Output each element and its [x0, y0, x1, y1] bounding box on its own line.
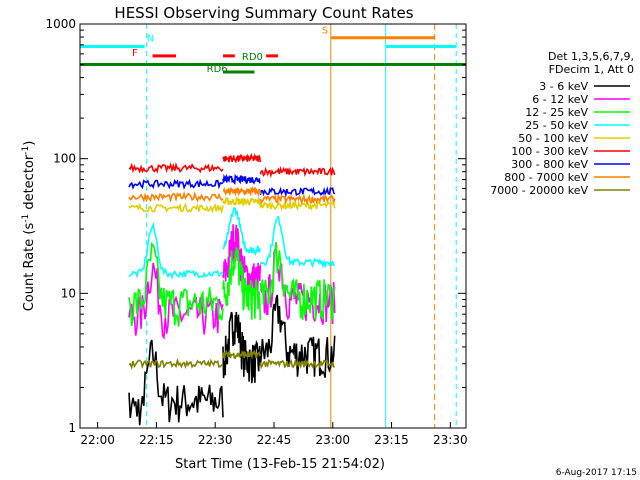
- flag-label-3: RD6: [207, 64, 228, 75]
- legend-label-1: 6 - 12 keV: [532, 93, 588, 106]
- y-axis-label: Count Rate (s-1 detector-1): [21, 141, 37, 312]
- series-line-5: [128, 152, 336, 179]
- x-tick-label-0: 22:00: [80, 433, 115, 447]
- series-line-4: [128, 195, 336, 215]
- series-line-3: [128, 206, 336, 280]
- x-tick-label-6: 23:30: [433, 433, 468, 447]
- legend-label-4: 50 - 100 keV: [518, 132, 588, 145]
- legend-header-1: FDecim 1, Att 0: [549, 63, 634, 76]
- flag-label-2: RD0: [242, 52, 263, 63]
- legend-label-8: 7000 - 20000 keV: [490, 184, 588, 197]
- legend-header-0: Det 1,3,5,6,7,9,: [548, 50, 634, 63]
- y-tick-label-2: 100: [53, 152, 76, 166]
- x-tick-label-4: 23:00: [315, 433, 350, 447]
- series-line-7: [128, 185, 336, 205]
- series-line-2: [128, 241, 336, 327]
- legend-label-2: 12 - 25 keV: [525, 106, 588, 119]
- series-line-0: [128, 294, 336, 426]
- plot-frame: [79, 23, 467, 429]
- x-tick-label-2: 22:30: [198, 433, 233, 447]
- legend-label-7: 800 - 7000 keV: [504, 171, 588, 184]
- flag-label-0: N: [147, 34, 154, 45]
- x-axis-label: Start Time (13-Feb-15 21:54:02): [175, 457, 385, 472]
- flag-label-1: F: [132, 48, 138, 59]
- footer-date: 6-Aug-2017 17:15: [556, 468, 637, 478]
- axes: 22:00 22:15 22:30 22:45 23:00 23:15 23:30 1 10 10…: [45, 17, 467, 447]
- legend-label-6: 300 - 800 keV: [511, 158, 588, 171]
- y-tick-label-0: 1: [68, 421, 76, 435]
- legend: Det 1,3,5,6,7,9,FDecim 1, Att 0 3 - 6 keV…: [490, 50, 634, 197]
- y-tick-label-1: 10: [61, 286, 76, 300]
- x-tick-label-5: 23:15: [374, 433, 409, 447]
- series-line-8: [128, 349, 335, 370]
- y-tick-label-3: 1000: [45, 17, 76, 31]
- x-tick-label-1: 22:15: [139, 433, 174, 447]
- legend-label-0: 3 - 6 keV: [539, 80, 588, 93]
- plot-area: NF RD0 RD6 S: [79, 24, 466, 428]
- legend-label-3: 25 - 50 keV: [525, 119, 588, 132]
- x-tick-label-3: 22:45: [257, 433, 292, 447]
- chart-title: HESSI Observing Summary Count Rates: [114, 4, 413, 22]
- legend-label-5: 100 - 300 keV: [511, 145, 588, 158]
- flag-label-4: S: [322, 26, 328, 37]
- series-line-6: [128, 173, 336, 198]
